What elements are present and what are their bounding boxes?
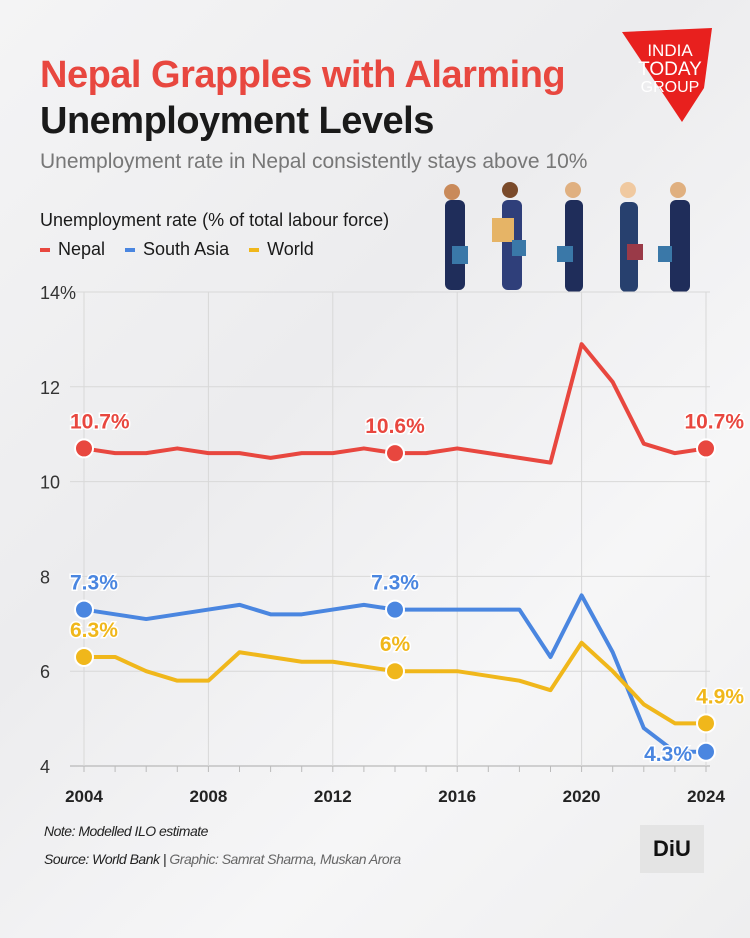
x-tick-label: 2024: [687, 787, 725, 806]
separator: |: [162, 851, 167, 867]
data-point: [385, 599, 405, 620]
subtitle: Unemployment rate in Nepal consistently …: [40, 150, 588, 173]
legend-south-asia: South Asia: [125, 239, 229, 260]
data-point: [696, 741, 716, 762]
x-tick-label: 2004: [65, 787, 103, 806]
data-label: 10.7%: [70, 410, 130, 433]
series-lines: [83, 342, 707, 754]
y-tick-label: 8: [40, 567, 50, 587]
svg-text:TODAY: TODAY: [638, 59, 702, 80]
data-point: [74, 438, 94, 459]
data-label: 10.6%: [365, 415, 425, 438]
data-point: [696, 713, 716, 734]
x-tick-label: 2008: [189, 787, 227, 806]
data-point: [74, 599, 94, 620]
source: Source: World Bank: [44, 851, 160, 867]
svg-text:GROUP: GROUP: [641, 79, 700, 96]
graphic-credit: Graphic: Samrat Sharma, Muskan Arora: [169, 851, 401, 867]
data-label: 7.3%: [371, 572, 419, 595]
y-tick-label: 14%: [40, 283, 76, 303]
title-line-2: Unemployment Levels: [40, 100, 434, 142]
x-tick-label: 2012: [314, 787, 352, 806]
diu-logo: DiU: [640, 825, 704, 873]
legend-nepal: Nepal: [40, 239, 105, 260]
x-tick-label: 2020: [563, 787, 601, 806]
axes: 4 6 8 10 12 14% 2004 2008 2012 2016 2020 2024: [40, 283, 725, 806]
data-label: 6%: [380, 633, 411, 656]
source-line: Source: World Bank | Graphic: Samrat Sha…: [44, 851, 401, 867]
india-today-logo: INDIA TODAY GROUP: [622, 28, 712, 122]
data-label: 10.7%: [684, 410, 744, 433]
x-tick-label: 2016: [438, 787, 476, 806]
y-tick-label: 12: [40, 378, 60, 398]
legend-world: World: [249, 239, 314, 260]
data-label: 4.3%: [644, 743, 692, 766]
svg-text:INDIA: INDIA: [647, 41, 693, 60]
y-tick-label: 10: [40, 473, 60, 493]
data-label: 4.9%: [696, 685, 744, 708]
data-label: 6.3%: [70, 619, 118, 642]
series-markers: 10.7% 10.6% 10.7% 7.3% 7.3% 4.3% 6.3% 6% 4.9%: [69, 409, 746, 767]
note: Note: Modelled ILO estimate: [44, 823, 208, 839]
legend: Nepal South Asia World: [40, 239, 314, 260]
data-point: [385, 661, 405, 682]
y-tick-label: 6: [40, 662, 50, 682]
grid: [70, 291, 710, 772]
data-point: [74, 646, 94, 667]
data-point: [696, 438, 716, 459]
data-label: 7.3%: [70, 572, 118, 595]
chart-title: Unemployment rate (% of total labour for…: [40, 210, 390, 230]
job-seekers-illustration: [444, 182, 690, 292]
line-chart: 4 6 8 10 12 14% 2004 2008 2012 2016 2020 2024 10.7%…: [40, 283, 746, 806]
title-line-1: Nepal Grapples with Alarming: [40, 54, 566, 96]
data-point: [385, 443, 405, 464]
y-tick-label: 4: [40, 757, 50, 777]
